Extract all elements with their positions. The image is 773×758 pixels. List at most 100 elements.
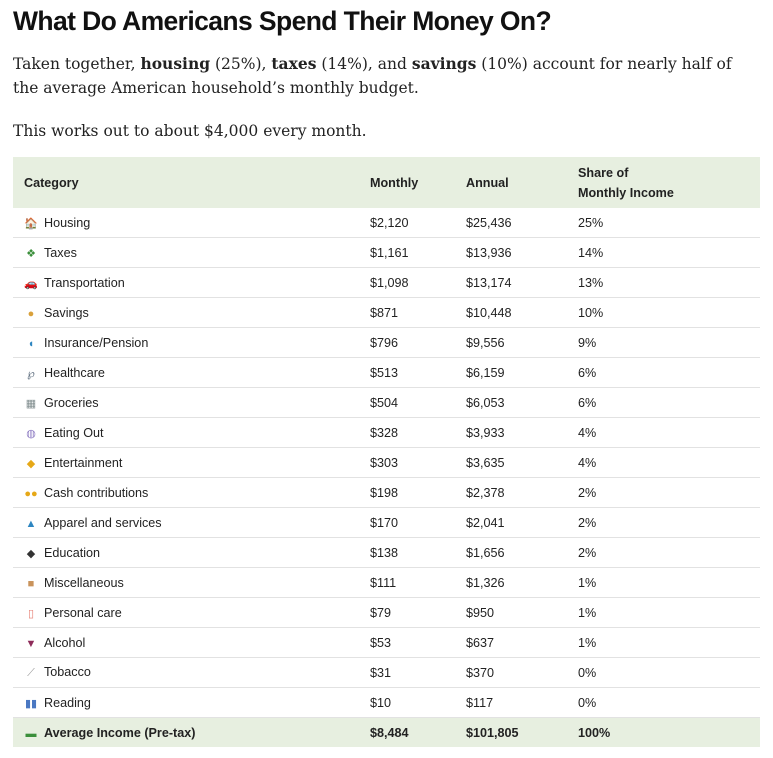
cell-annual: $950	[466, 597, 578, 628]
cell-category: ▼ Alcohol	[13, 627, 370, 658]
cell-annual: $3,635	[466, 447, 578, 478]
cell-monthly: $111	[370, 567, 466, 598]
cell-category: ◆ Education	[13, 537, 370, 568]
dress-icon: ▲	[25, 517, 37, 530]
cell-share: 6%	[578, 387, 760, 418]
intro-paragraph: Taken together, housing (25%), taxes (14…	[13, 52, 748, 100]
table-row: ◆ Education $138 $1,656 2%	[13, 537, 760, 568]
cell-annual: $117	[466, 687, 578, 718]
header-share: Share of Monthly Income	[578, 157, 760, 208]
car-icon: 🚗	[24, 277, 38, 290]
cell-annual: $2,041	[466, 507, 578, 538]
theater-masks-icon: ◆	[26, 457, 36, 470]
cell-category: ◍ Eating Out	[13, 417, 370, 448]
category-label: Savings	[44, 305, 89, 320]
cell-monthly: $10	[370, 687, 466, 718]
cell-annual: $101,805	[466, 717, 578, 747]
table-row: ●● Cash contributions $198 $2,378 2%	[13, 477, 760, 508]
cell-share: 25%	[578, 208, 760, 238]
intro-text-1: Taken together,	[13, 55, 141, 73]
cell-share: 6%	[578, 357, 760, 388]
category-label: Groceries	[44, 395, 99, 410]
cell-monthly: $198	[370, 477, 466, 508]
cell-category: ▯ Personal care	[13, 597, 370, 628]
category-label: Taxes	[44, 245, 77, 260]
cell-monthly: $170	[370, 507, 466, 538]
table-row: ◍ Eating Out $328 $3,933 4%	[13, 417, 760, 448]
plate-icon: ◍	[26, 427, 36, 440]
cell-share: 100%	[578, 717, 760, 747]
cell-share: 0%	[578, 657, 760, 688]
wine-glass-icon: ▼	[25, 637, 37, 650]
header-category: Category	[13, 157, 370, 208]
category-label: Apparel and services	[44, 515, 162, 530]
cell-monthly: $513	[370, 357, 466, 388]
category-label: Cash contributions	[44, 485, 149, 500]
cell-share: 0%	[578, 687, 760, 718]
table-row: ▯ Personal care $79 $950 1%	[13, 597, 760, 628]
category-label: Insurance/Pension	[44, 335, 149, 350]
intro-housing: housing	[140, 54, 211, 73]
banknote-icon: ▬	[25, 727, 37, 740]
graduation-cap-icon: ◆	[26, 547, 36, 560]
cell-share: 2%	[578, 537, 760, 568]
table-body: 🏠 Housing $2,120 $25,436 25% ❖ Taxes $1,161 $13,…	[13, 208, 760, 747]
cell-category: 🏠 Housing	[13, 208, 370, 238]
table-row: ◆ Entertainment $303 $3,635 4%	[13, 447, 760, 478]
cell-category: ▦ Groceries	[13, 387, 370, 418]
cell-annual: $13,174	[466, 267, 578, 298]
cell-category: ⟋ Tobacco	[13, 657, 370, 688]
cell-monthly: $79	[370, 597, 466, 628]
cell-share: 9%	[578, 327, 760, 358]
intro-savings: savings	[411, 54, 477, 73]
cell-category: ℘ Healthcare	[13, 357, 370, 388]
header-monthly: Monthly	[370, 157, 466, 208]
cell-monthly: $871	[370, 297, 466, 328]
category-label: Personal care	[44, 605, 122, 620]
cell-monthly: $2,120	[370, 208, 466, 238]
cell-annual: $9,556	[466, 327, 578, 358]
cell-monthly: $328	[370, 417, 466, 448]
cell-category: ▲ Apparel and services	[13, 507, 370, 538]
cell-category: 🚗 Transportation	[13, 267, 370, 298]
cell-share: 2%	[578, 477, 760, 508]
cell-annual: $6,159	[466, 357, 578, 388]
category-label: Reading	[44, 695, 91, 710]
cell-monthly: $303	[370, 447, 466, 478]
cell-annual: $13,936	[466, 237, 578, 268]
cell-category: ● Savings	[13, 297, 370, 328]
page-title: What Do Americans Spend Their Money On?	[13, 6, 552, 36]
shield-icon: ◖	[27, 337, 35, 350]
cell-category: ❖ Taxes	[13, 237, 370, 268]
cell-category: ▮▮ Reading	[13, 687, 370, 718]
cell-monthly: $8,484	[370, 717, 466, 747]
header-share-line1: Share of	[578, 165, 629, 180]
table-row: ▼ Alcohol $53 $637 1%	[13, 627, 760, 658]
table-row: ℘ Healthcare $513 $6,159 6%	[13, 357, 760, 388]
cell-category: ◆ Entertainment	[13, 447, 370, 478]
cell-share: 13%	[578, 267, 760, 298]
table-header-row: Category Monthly Annual Share of Monthly …	[13, 157, 760, 208]
books-icon: ▮▮	[24, 697, 38, 710]
category-label: Entertainment	[44, 455, 123, 470]
cell-annual: $1,326	[466, 567, 578, 598]
cell-monthly: $138	[370, 537, 466, 568]
cell-monthly: $1,098	[370, 267, 466, 298]
table-row: ▲ Apparel and services $170 $2,041 2%	[13, 507, 760, 538]
cell-monthly: $1,161	[370, 237, 466, 268]
monthly-paragraph: This works out to about $4,000 every mon…	[13, 122, 367, 140]
cell-monthly: $53	[370, 627, 466, 658]
table-row: ▦ Groceries $504 $6,053 6%	[13, 387, 760, 418]
cigarette-icon: ⟋	[27, 667, 35, 679]
cell-annual: $637	[466, 627, 578, 658]
category-label: Alcohol	[44, 635, 86, 650]
spending-table: Category Monthly Annual Share of Monthly …	[13, 157, 760, 747]
table-row: ■ Miscellaneous $111 $1,326 1%	[13, 567, 760, 598]
cell-share: 4%	[578, 417, 760, 448]
cell-share: 14%	[578, 237, 760, 268]
shopping-cart-icon: ▦	[25, 397, 37, 410]
money-bag-icon: ●	[27, 307, 35, 320]
intro-text-4: (10%) account for nearly half of the ave…	[13, 55, 732, 97]
intro-taxes: taxes	[271, 54, 317, 73]
category-label: Education	[44, 545, 101, 560]
